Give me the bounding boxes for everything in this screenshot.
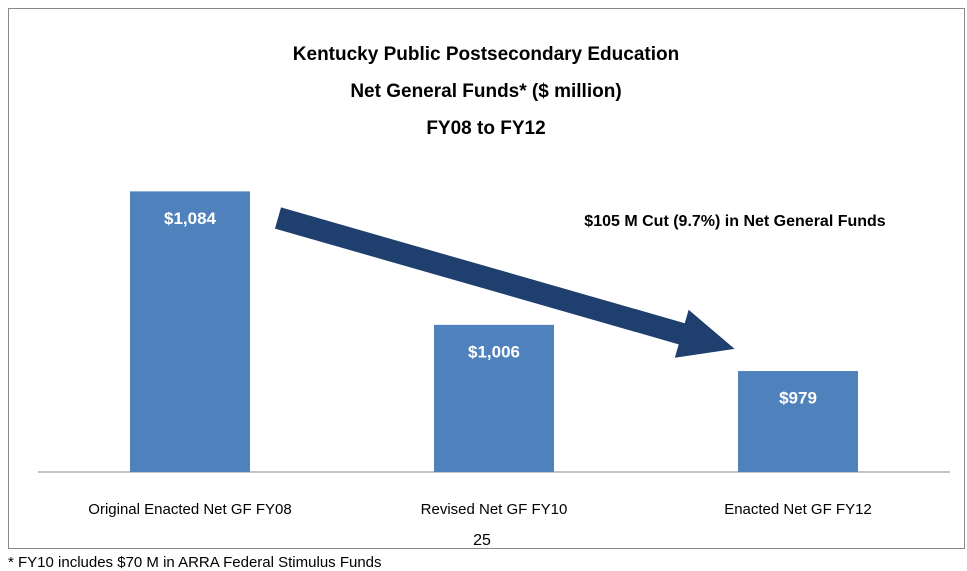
chart-title: Kentucky Public Postsecondary Education <box>293 44 679 65</box>
x-tick-label: Original Enacted Net GF FY08 <box>88 501 291 518</box>
x-tick-label: Revised Net GF FY10 <box>421 501 568 518</box>
chart-title: FY08 to FY12 <box>426 118 545 139</box>
value-label: $1,006 <box>468 342 520 361</box>
page-number: 25 <box>473 532 491 549</box>
value-label: $1,084 <box>164 209 217 228</box>
value-label: $979 <box>779 389 817 408</box>
annotation: $105 M Cut (9.7%) in Net General Funds <box>584 213 886 230</box>
bar <box>738 371 858 472</box>
chart-title: Net General Funds* ($ million) <box>350 81 621 102</box>
bar <box>434 324 554 472</box>
footnote: * FY10 includes $70 M in ARRA Federal St… <box>8 554 382 571</box>
trend-arrow <box>274 207 735 358</box>
chart-border <box>8 8 965 549</box>
x-tick-label: Enacted Net GF FY12 <box>724 501 872 518</box>
bar <box>130 191 250 472</box>
